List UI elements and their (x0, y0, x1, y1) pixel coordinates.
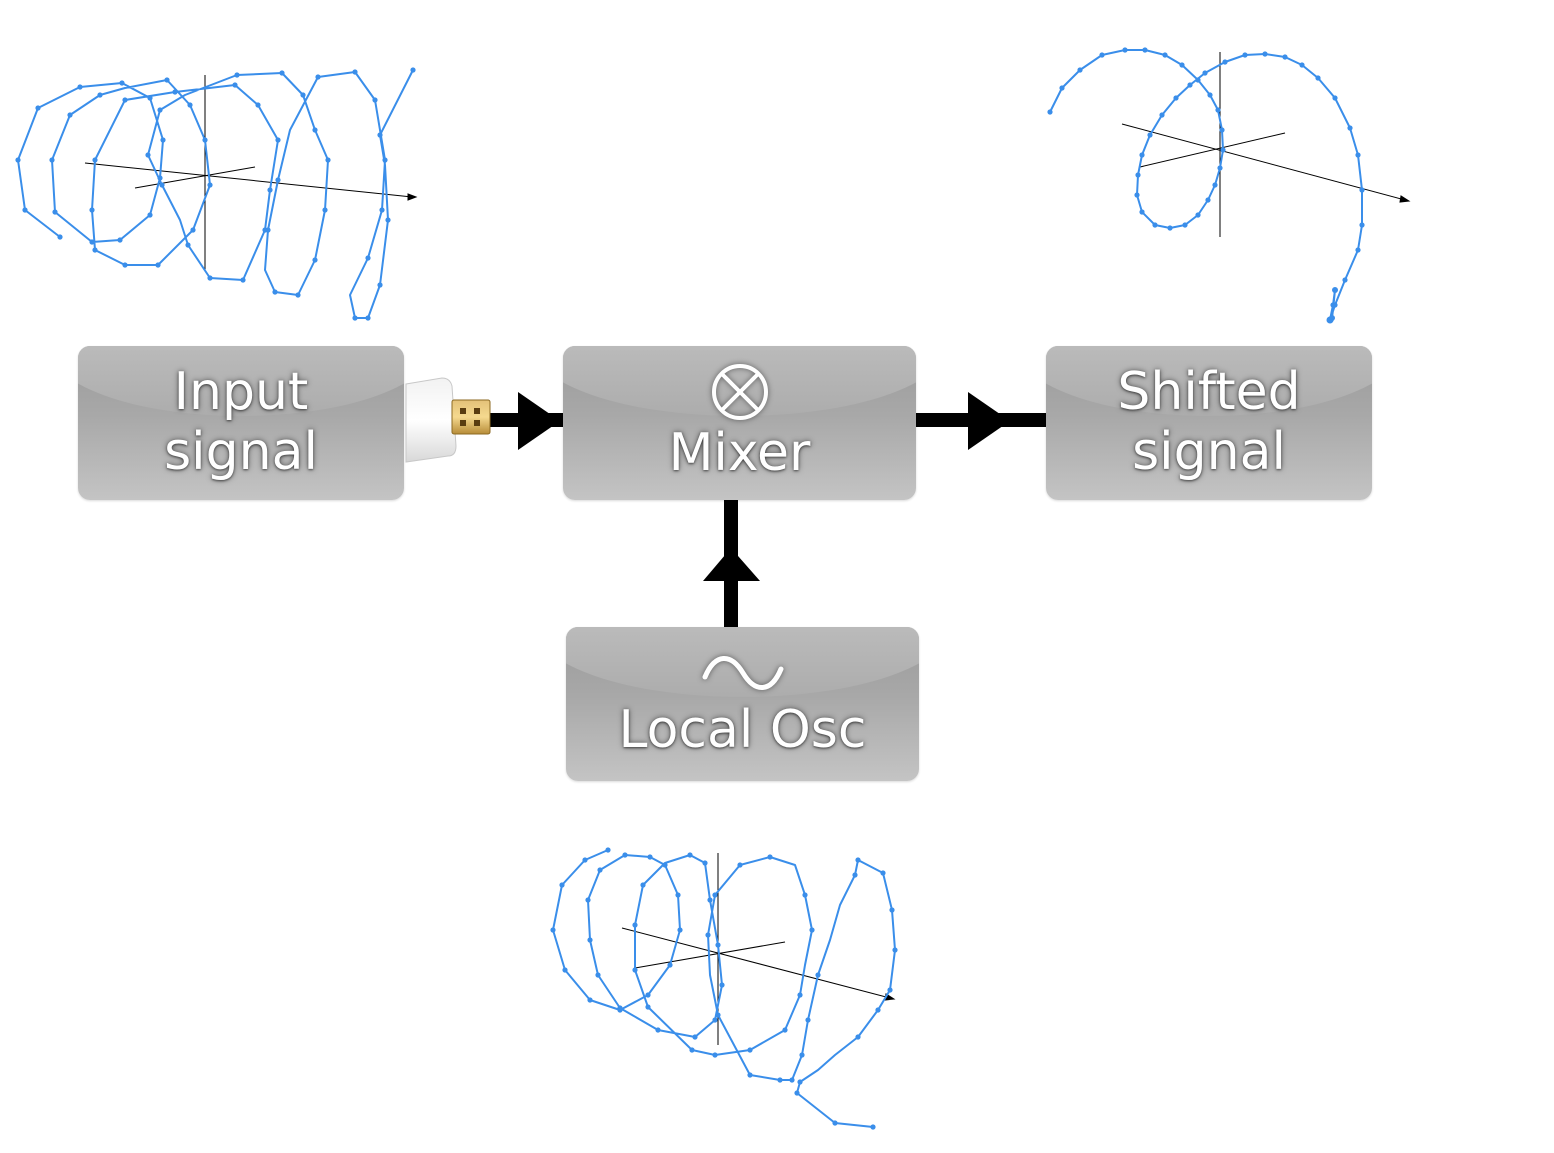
local-osc-helix-points (550, 847, 898, 1130)
shifted-signal-block: Shifted signal (1046, 346, 1372, 500)
shifted-signal-label-line1: Shifted (1117, 362, 1301, 423)
arrow-mixer-to-shifted (916, 392, 1048, 450)
shifted-signal-spiral-plot (1040, 40, 1420, 330)
mixer-block: Mixer (563, 346, 916, 500)
local-osc-block: Local Osc (566, 627, 919, 781)
circled-times-icon (711, 364, 768, 421)
shifted-signal-label-line2: signal (1132, 422, 1286, 482)
input-signal-block: Input signal (78, 346, 404, 500)
input-signal-label-line1: Input (173, 362, 309, 423)
input-signal-helix-plot (0, 60, 440, 330)
mixer-label: Mixer (668, 423, 811, 484)
plot-axes (84, 75, 418, 270)
usb-connector-icon (405, 377, 491, 463)
shifted-spiral-points (1047, 47, 1365, 324)
shifted-spiral-curve (1049, 49, 1363, 321)
local-osc-helix-plot (540, 845, 910, 1145)
sine-wave-icon (702, 656, 783, 691)
arrow-localosc-to-mixer (703, 500, 760, 628)
arrow-input-to-mixer (488, 392, 564, 450)
input-helix-points (15, 67, 416, 321)
local-osc-label: Local Osc (618, 700, 867, 761)
input-signal-label-line2: signal (164, 422, 318, 482)
plot-axes (1121, 52, 1411, 237)
